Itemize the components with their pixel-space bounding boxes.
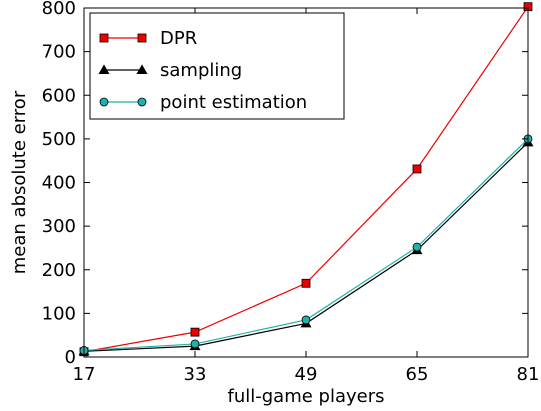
y-tick-label: 700 xyxy=(42,42,76,63)
x-tick-label: 49 xyxy=(295,364,318,385)
x-tick-label: 65 xyxy=(406,364,429,385)
y-tick-label: 300 xyxy=(42,216,76,237)
data-point-point-estimation xyxy=(190,339,200,349)
legend: DPR sampling point estimation xyxy=(89,12,345,120)
legend-marker-point-estimation xyxy=(99,97,109,107)
axis-ticks: 0 100 200 300 400 500 600 700 800 17 33 49 65 81 xyxy=(42,0,540,385)
x-axis-label: full-game players xyxy=(228,386,385,407)
legend-marker-point-estimation xyxy=(137,97,147,107)
y-tick-label: 100 xyxy=(42,303,76,324)
x-tick-label: 33 xyxy=(184,364,207,385)
y-tick-label: 0 xyxy=(65,347,76,368)
y-tick-label: 500 xyxy=(42,129,76,150)
x-tick-label: 81 xyxy=(517,364,540,385)
y-tick-label: 200 xyxy=(42,260,76,281)
legend-marker-sampling xyxy=(98,64,110,74)
data-point-dpr xyxy=(301,278,311,288)
x-tick-label: 17 xyxy=(73,364,96,385)
data-point-point-estimation xyxy=(301,315,311,325)
legend-label-point-estimation: point estimation xyxy=(160,92,307,113)
legend-marker-sampling xyxy=(136,64,148,74)
legend-marker-dpr xyxy=(137,33,147,43)
legend-marker-dpr xyxy=(99,33,109,43)
legend-label-sampling: sampling xyxy=(160,60,242,81)
data-point-point-estimation xyxy=(412,242,422,252)
plot-content xyxy=(78,2,534,357)
y-axis-label: mean absolute error xyxy=(9,90,30,274)
y-tick-label: 400 xyxy=(42,173,76,194)
legend-box xyxy=(89,12,345,120)
data-point-dpr xyxy=(412,164,422,174)
y-tick-label: 600 xyxy=(42,85,76,106)
data-point-dpr xyxy=(190,327,200,337)
y-tick-label: 800 xyxy=(42,0,76,19)
legend-label-dpr: DPR xyxy=(160,28,197,49)
